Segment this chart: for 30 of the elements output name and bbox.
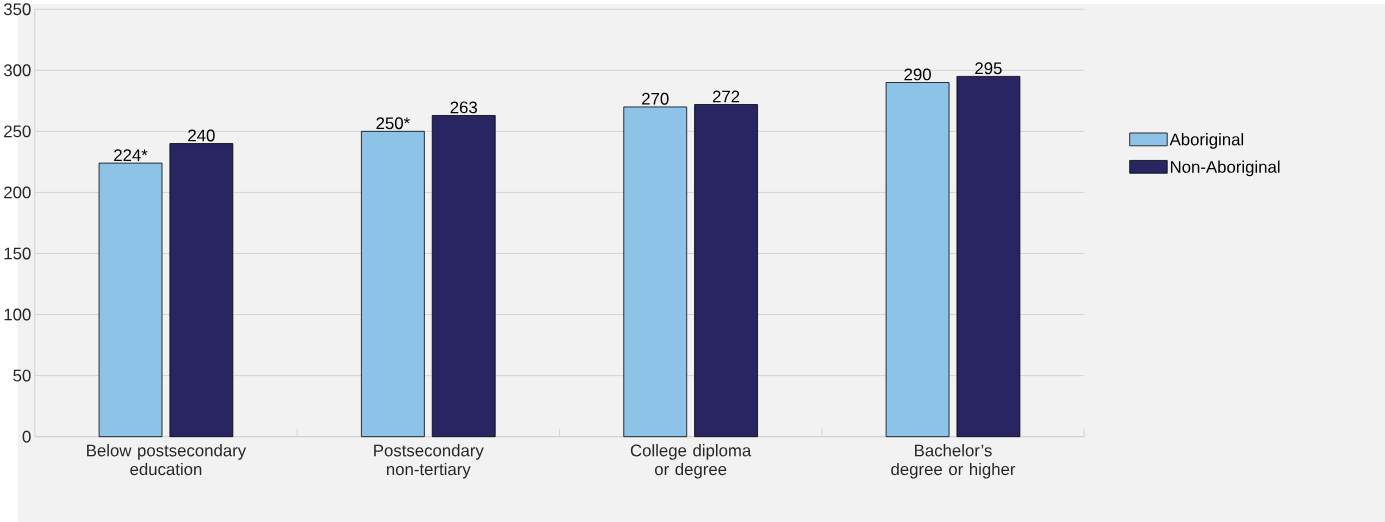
data-label: 272 [712,90,740,103]
bar [623,106,688,437]
bar [885,82,950,437]
y-tick-label: 0 [22,430,31,443]
legend-label: Aboriginal [1169,132,1244,149]
y-tick-label: 100 [4,308,31,321]
legend-label: Non-Aboriginal [1170,160,1280,177]
y-tick-label: 200 [4,186,31,199]
y-tick-label: 350 [3,3,31,16]
bar [956,75,1021,437]
bar [169,143,234,437]
x-tick-label: Below postsecondary education [87,444,247,476]
y-tick-label: 300 [3,64,31,77]
data-label: 295 [975,62,1002,75]
x-tick-label: Bachelor’s degree or higher [891,444,1016,479]
data-label: 263 [450,101,477,114]
bar [361,130,425,437]
x-tick-label: Postsecondary non-tertiary [374,444,484,479]
y-tick-label: 150 [4,247,31,260]
x-tick-label: College diploma or degree [630,444,752,479]
y-tick-label: 250 [4,125,31,138]
bar [98,162,163,437]
y-tick-label: 50 [13,369,31,382]
bar [431,115,496,437]
data-label: 290 [904,68,931,81]
data-label: 240 [188,129,215,142]
data-label: 224* [114,149,148,161]
bar [694,104,758,437]
data-label: 270 [642,92,669,105]
data-label: 250* [376,117,410,130]
